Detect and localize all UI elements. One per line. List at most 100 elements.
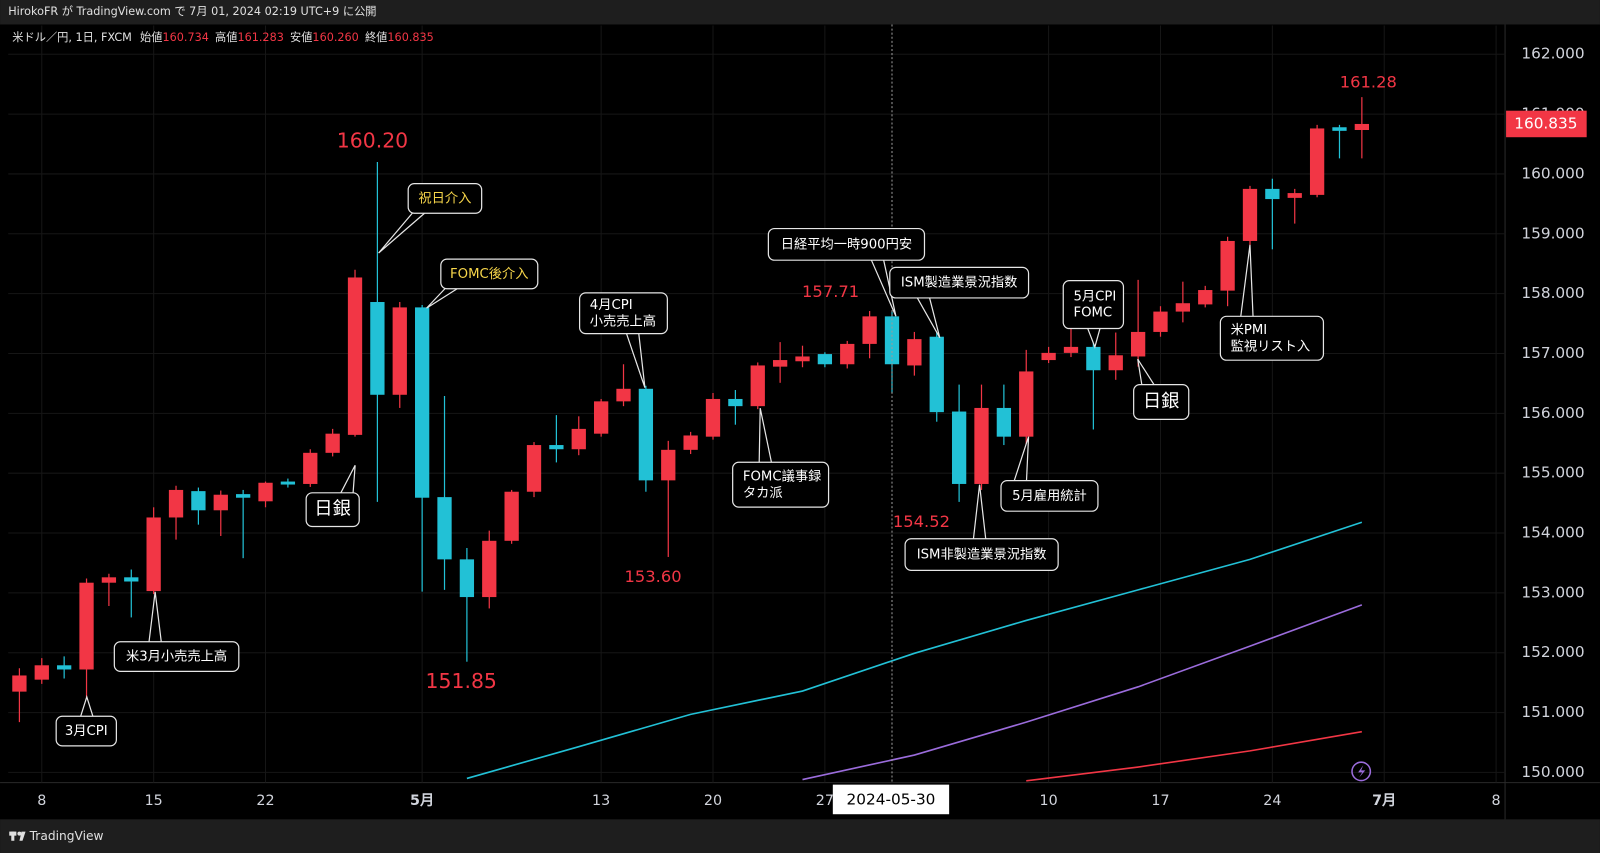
annotation: 祝日介入 bbox=[378, 183, 483, 254]
header-text: HirokoFR が TradingView.com で 7月 01, 2024… bbox=[8, 4, 376, 18]
annotation-box bbox=[578, 292, 668, 335]
legend-value: 160.260 bbox=[312, 31, 358, 44]
annotation-pointer bbox=[1240, 244, 1254, 317]
legend-name: 終値 bbox=[365, 30, 387, 44]
candle-body bbox=[1175, 303, 1191, 312]
annotation-text: タカ派 bbox=[743, 485, 783, 501]
annotation-text: FOMC bbox=[1073, 306, 1112, 321]
annotation-pointer bbox=[870, 259, 897, 317]
annotation-box bbox=[904, 538, 1059, 571]
annotation-text: 米3月小売売上高 bbox=[126, 648, 227, 665]
candle-body bbox=[772, 360, 788, 367]
candle-body bbox=[504, 491, 519, 541]
candle-body bbox=[795, 356, 810, 362]
candle-body bbox=[347, 277, 363, 435]
candle-body bbox=[571, 428, 586, 450]
annotation: ISM非製造業景況指数 bbox=[904, 484, 1059, 571]
annotation-text: 小売売上高 bbox=[590, 312, 656, 329]
x-tick-label: 8 bbox=[37, 793, 46, 809]
annotation-text: 3月CPI bbox=[65, 724, 108, 739]
candle-body bbox=[1309, 128, 1325, 195]
candle-body bbox=[12, 675, 27, 692]
candle-body bbox=[728, 398, 743, 407]
candle-body bbox=[258, 482, 273, 502]
annotation-pointer bbox=[1087, 328, 1101, 349]
crosshair-label-box bbox=[832, 784, 950, 815]
annotation-pointer bbox=[148, 591, 162, 642]
x-tick-label: 22 bbox=[256, 793, 274, 809]
footer-brand: TradingView bbox=[29, 829, 104, 843]
candle-body bbox=[593, 401, 609, 434]
price-label: 154.52 bbox=[893, 512, 950, 531]
candle-body bbox=[482, 540, 497, 598]
annotation-text: 5月雇用統計 bbox=[1012, 487, 1087, 504]
annotation-box bbox=[407, 183, 483, 214]
x-tick-label: 10 bbox=[1040, 793, 1058, 809]
annotation-box bbox=[1219, 315, 1325, 361]
candle-body bbox=[437, 497, 452, 560]
candle-body bbox=[124, 577, 139, 582]
annotation-text: 米PMI bbox=[1231, 322, 1268, 338]
annotation: 日銀 bbox=[305, 464, 360, 528]
candle-body bbox=[974, 407, 989, 484]
y-tick-label: 157.000 bbox=[1521, 344, 1584, 362]
candle-body bbox=[1220, 240, 1235, 291]
y-tick-label: 155.000 bbox=[1521, 464, 1584, 482]
candle-body bbox=[929, 336, 944, 413]
annotation: ISM製造業景況指数 bbox=[889, 266, 1030, 339]
candle-body bbox=[1265, 188, 1280, 200]
candle-body bbox=[840, 343, 855, 365]
candle-body bbox=[1019, 371, 1034, 437]
annotation-pointer bbox=[80, 694, 94, 717]
annotation-box bbox=[113, 641, 240, 672]
candle-body bbox=[101, 577, 117, 583]
annotation-pointer bbox=[340, 464, 356, 494]
candle-body bbox=[1153, 311, 1168, 332]
annotation: 3月CPI bbox=[55, 694, 117, 747]
annotation-text: 監視リスト入 bbox=[1231, 337, 1311, 354]
x-tick-label: 20 bbox=[704, 793, 722, 809]
y-tick-label: 160.000 bbox=[1521, 164, 1584, 182]
price-label: 157.71 bbox=[802, 282, 859, 301]
candle-body bbox=[1041, 352, 1056, 361]
candle-body bbox=[191, 491, 206, 511]
annotation-text: FOMC後介入 bbox=[450, 266, 529, 282]
candle-body bbox=[57, 665, 72, 670]
annotation-pointer bbox=[625, 333, 646, 388]
candle-body bbox=[683, 435, 698, 450]
annotation-box bbox=[440, 258, 539, 290]
annotation-box bbox=[1062, 279, 1125, 330]
candle-body bbox=[168, 489, 184, 518]
y-tick-label: 154.000 bbox=[1521, 524, 1584, 542]
candle-body bbox=[325, 433, 340, 453]
x-tick-label: 17 bbox=[1151, 793, 1169, 809]
price-label: 151.85 bbox=[426, 669, 497, 693]
candle-body bbox=[1354, 123, 1369, 131]
candle-body bbox=[705, 398, 721, 437]
annotation: FOMC後介入 bbox=[426, 258, 539, 309]
annotation-box bbox=[732, 461, 830, 508]
candle-body bbox=[1198, 290, 1213, 305]
annotation-text: 日経平均一時900円安 bbox=[781, 236, 912, 252]
moving-average bbox=[802, 604, 1363, 781]
candle-body bbox=[526, 445, 542, 492]
candle-body bbox=[370, 302, 385, 395]
candle-body bbox=[146, 517, 161, 592]
legend-value: 161.283 bbox=[237, 31, 283, 44]
y-tick-label: 156.000 bbox=[1521, 404, 1584, 422]
y-tick-label: 152.000 bbox=[1521, 643, 1584, 661]
annotation-text: 4月CPI bbox=[590, 298, 633, 313]
candle-body bbox=[34, 665, 49, 680]
annotation-text: 日銀 bbox=[314, 499, 351, 520]
price-label: 160.20 bbox=[337, 129, 408, 153]
candle-body bbox=[951, 411, 967, 484]
x-tick-label: 15 bbox=[145, 793, 163, 809]
overlay: 150.000 151.000 152.000 153.000 154.000 155.0… bbox=[37, 24, 1587, 815]
candle-body bbox=[1242, 188, 1258, 241]
candle-body bbox=[638, 388, 654, 481]
candle-body bbox=[1063, 346, 1079, 353]
x-tick-label: 7月 bbox=[1372, 792, 1396, 809]
legend-value: 160.734 bbox=[162, 31, 208, 44]
candle-body bbox=[661, 449, 676, 481]
